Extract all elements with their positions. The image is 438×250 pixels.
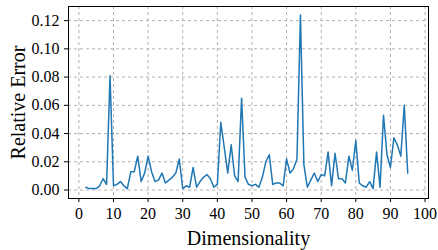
svg-text:90: 90 [382,205,398,222]
svg-text:Relative Error: Relative Error [7,45,29,159]
svg-text:Dimensionality: Dimensionality [187,227,310,250]
svg-text:0.02: 0.02 [32,153,60,170]
svg-text:70: 70 [313,205,329,222]
svg-text:0: 0 [75,205,83,222]
svg-text:60: 60 [279,205,295,222]
svg-text:40: 40 [209,205,225,222]
svg-text:0.08: 0.08 [32,68,60,85]
svg-text:0.12: 0.12 [32,12,60,29]
svg-text:30: 30 [175,205,191,222]
svg-text:20: 20 [140,205,156,222]
svg-text:80: 80 [348,205,364,222]
svg-text:0.04: 0.04 [32,125,60,142]
svg-text:0.06: 0.06 [32,96,60,113]
svg-text:50: 50 [244,205,260,222]
svg-text:0.10: 0.10 [32,40,60,57]
svg-text:10: 10 [106,205,122,222]
svg-text:100: 100 [413,205,437,222]
svg-text:0.00: 0.00 [32,181,60,198]
